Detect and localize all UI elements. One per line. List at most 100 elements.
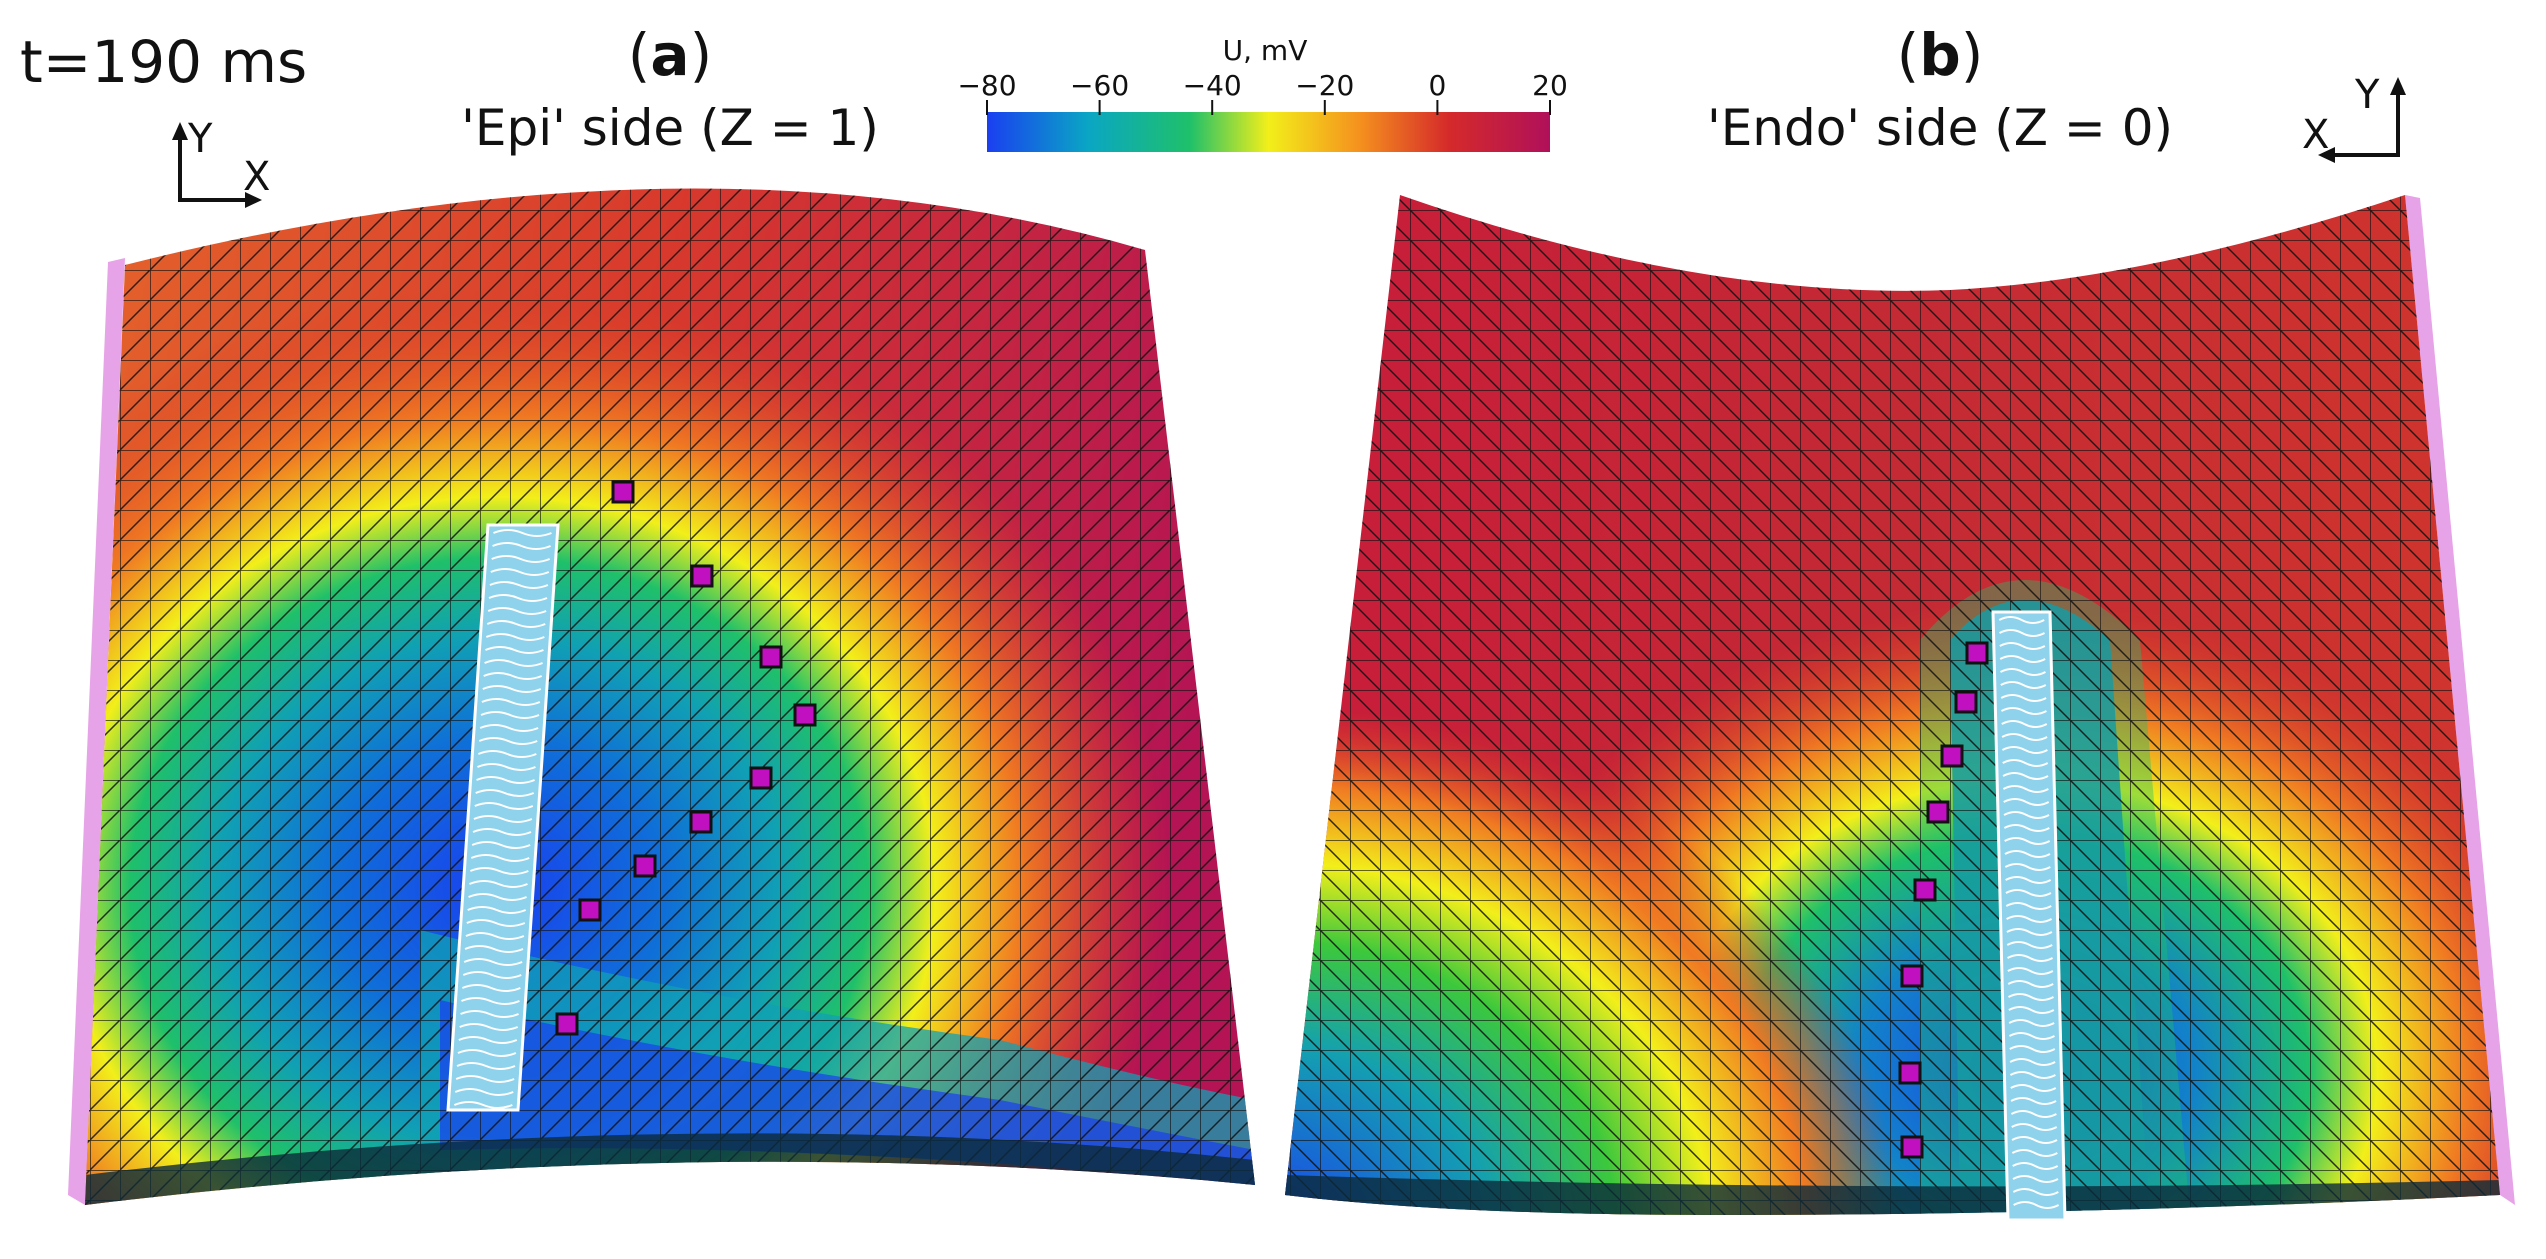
colorbar-tick-label: −80 <box>957 69 1016 102</box>
ablation-hatch-line <box>2003 811 2050 819</box>
colorbar-tick-label: 0 <box>1428 69 1446 102</box>
ablation-hatch-line <box>2007 967 2054 975</box>
electrode-marker <box>578 898 602 922</box>
electrode-marker <box>759 645 783 669</box>
ablation-hatch-line <box>480 711 540 719</box>
ablation-hatch-line <box>461 997 520 1005</box>
ablation-hatch-line <box>483 672 543 680</box>
electrode-marker <box>1965 641 1989 665</box>
ablation-hatch-line <box>2008 1006 2055 1014</box>
ablation-hatch-line <box>465 932 525 940</box>
electrode-marker <box>611 480 635 504</box>
panel-a-ablation-line <box>446 523 560 1112</box>
electrode-marker <box>1900 1135 1924 1159</box>
panel-b-open-paren: ( <box>1897 21 1920 89</box>
electrode-marker <box>555 1012 579 1036</box>
ablation-hatch-line <box>476 776 535 784</box>
axis-y-label-b: Y <box>2354 72 2380 118</box>
ablation-hatch-line <box>491 555 551 563</box>
ablation-hatch-line <box>2000 668 2046 676</box>
ablation-hatch-line <box>478 737 538 745</box>
ablation-hatch-line <box>2011 1123 2058 1131</box>
electrode-marker <box>1926 800 1950 824</box>
panel-a-mesh <box>85 188 1255 1205</box>
electrode-marker <box>1913 878 1937 902</box>
panel-a-tissue <box>68 188 1255 1205</box>
ablation-hatch-line <box>461 984 521 992</box>
ablation-hatch-line <box>2010 1084 2057 1092</box>
ablation-hatch-line <box>2005 889 2052 897</box>
ablation-hatch-line <box>456 1062 516 1070</box>
ablation-hatch-line <box>2013 1201 2060 1209</box>
electrode-marker <box>689 810 713 834</box>
electrode-marker <box>1900 964 1924 988</box>
ablation-hatch-line <box>481 698 541 706</box>
ablation-hatch-line <box>2004 863 2051 871</box>
electrode-marker <box>1940 744 1964 768</box>
panel-a-edge-strip <box>68 258 125 1205</box>
panel-a-letter: (a) <box>628 21 712 89</box>
axis-x-label-b: X <box>2302 112 2329 158</box>
colorbar-title: U, mV <box>1223 34 1308 67</box>
colorbar-ticks: −80 −60 −40 −20 0 20 <box>957 69 1568 115</box>
ablation-hatch-line <box>482 685 542 693</box>
ablation-hatch-line <box>2011 1136 2058 1144</box>
axis-y-arrow-a <box>172 122 188 140</box>
ablation-hatch-line <box>2007 980 2054 988</box>
axis-x-arrow-b <box>2318 147 2335 163</box>
axis-x-label-a: X <box>243 154 270 200</box>
ablation-hatch-line <box>467 906 527 914</box>
ablation-hatch-line <box>1999 642 2046 650</box>
ablation-hatch-line <box>2002 772 2049 780</box>
electrode-marker <box>1898 1061 1922 1085</box>
colorbar-tick-label: 20 <box>1532 69 1568 102</box>
ablation-hatch-line <box>486 620 546 628</box>
ablation-hatch-line <box>459 1023 519 1031</box>
panel-b-electrodes <box>1898 641 1989 1159</box>
ablation-hatch-line <box>2000 707 2047 715</box>
ablation-hatch-line <box>2006 941 2053 949</box>
ablation-hatch-line <box>469 867 529 875</box>
panel-a-letter-text: a <box>650 21 689 89</box>
ablation-hatch-line <box>2008 1032 2055 1040</box>
colorbar-tick-label: −40 <box>1183 69 1242 102</box>
ablation-hatch-line <box>479 724 539 732</box>
ablation-hatch-line <box>470 854 530 862</box>
axis-y-arrow-b <box>2390 77 2406 95</box>
ablation-hatch-line <box>2002 759 2049 767</box>
panel-a-open-paren: ( <box>628 21 651 89</box>
panel-b-mesh <box>1285 195 2500 1215</box>
ablation-hatch-line <box>2012 1175 2059 1183</box>
ablation-hatch-line <box>2009 1071 2056 1079</box>
ablation-hatch-line <box>460 1010 519 1018</box>
electrode-marker <box>633 854 657 878</box>
axes-indicator-a <box>172 122 262 208</box>
ablation-hatch-line <box>468 893 527 901</box>
ablation-hatch-line <box>469 880 528 888</box>
ablation-hatch-line <box>466 919 526 927</box>
ablation-hatch-line <box>2005 876 2052 884</box>
ablation-hatch-line <box>458 1036 518 1044</box>
panel-a-ablation-hatching <box>453 529 552 1109</box>
ablation-hatch-line <box>484 659 543 667</box>
ablation-hatch-line <box>2001 746 2048 754</box>
ablation-hatch-line <box>2010 1097 2057 1105</box>
panel-b-edge-strip <box>2405 195 2515 1205</box>
panel-b-tissue <box>1285 195 2515 1222</box>
ablation-hatch-line <box>457 1049 517 1057</box>
ablation-hatch-line <box>474 802 534 810</box>
ablation-hatch-line <box>2006 915 2053 923</box>
ablation-hatch-line <box>477 763 536 771</box>
ablation-hatch-line <box>1999 629 2045 637</box>
ablation-hatch-line <box>2003 798 2050 806</box>
panel-a-close-paren: ) <box>690 21 713 89</box>
ablation-hatch-line <box>475 789 535 797</box>
ablation-hatch-line <box>493 529 552 537</box>
ablation-hatch-line <box>2008 993 2054 1001</box>
colorbar-tick-label: −60 <box>1070 69 1129 102</box>
ablation-hatch-line <box>1998 616 2045 624</box>
ablation-hatch-line <box>487 607 547 615</box>
ablation-hatch-line <box>2005 902 2052 910</box>
ablation-hatch-line <box>2008 1019 2055 1027</box>
ablation-hatch-line <box>473 815 533 823</box>
